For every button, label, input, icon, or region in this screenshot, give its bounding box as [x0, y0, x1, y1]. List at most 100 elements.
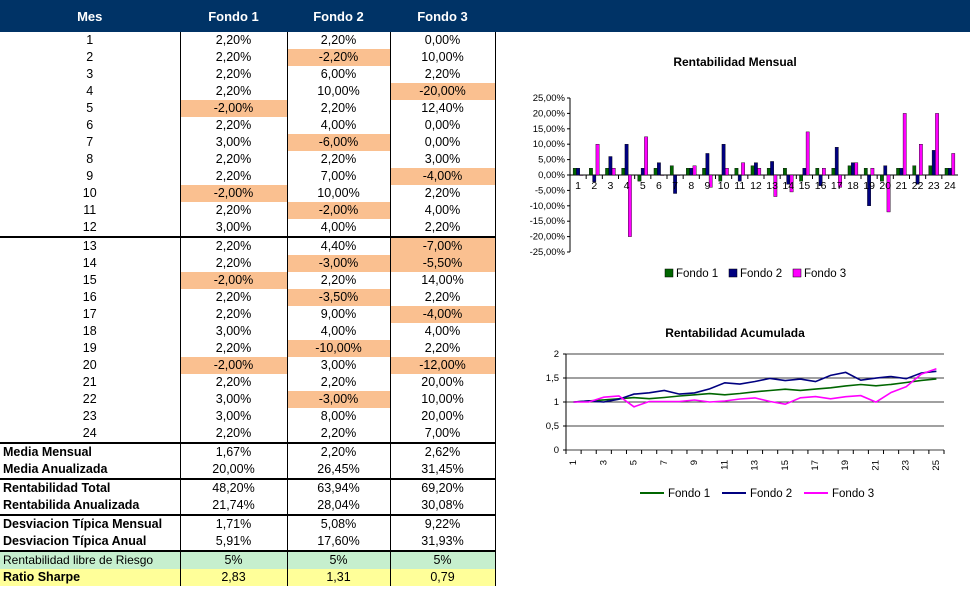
fondo2-cell[interactable]: 4,00%	[287, 117, 391, 134]
fondo1-cell[interactable]: 2,20%	[180, 66, 288, 83]
fondo2-cell[interactable]: -3,00%	[287, 255, 391, 272]
stat-cell-fondo3[interactable]: 69,20%	[390, 478, 496, 497]
fondo1-cell[interactable]: -2,00%	[180, 357, 288, 374]
fondo1-cell[interactable]: 2,20%	[180, 202, 288, 219]
fondo3-cell[interactable]: 0,00%	[390, 117, 496, 134]
fondo1-cell[interactable]: 2,20%	[180, 168, 288, 185]
month-cell[interactable]: 6	[0, 117, 181, 134]
fondo2-cell[interactable]: 2,20%	[287, 425, 391, 443]
fondo3-cell[interactable]: 20,00%	[390, 408, 496, 425]
fondo2-cell[interactable]: 7,00%	[287, 168, 391, 185]
stat-cell-fondo1[interactable]: 1,71%	[180, 514, 288, 533]
month-cell[interactable]: 12	[0, 219, 181, 237]
fondo3-cell[interactable]: 2,20%	[390, 66, 496, 83]
stat-label[interactable]: Ratio Sharpe	[0, 569, 181, 586]
fondo1-cell[interactable]: 2,20%	[180, 49, 288, 66]
stat-cell-fondo2[interactable]: 5,08%	[287, 514, 391, 533]
stat-cell-fondo3[interactable]: 2,62%	[390, 442, 496, 461]
stat-cell-fondo2[interactable]: 2,20%	[287, 442, 391, 461]
fondo2-cell[interactable]: 9,00%	[287, 306, 391, 323]
month-cell[interactable]: 10	[0, 185, 181, 202]
fondo2-cell[interactable]: -3,00%	[287, 391, 391, 408]
month-cell[interactable]: 9	[0, 168, 181, 185]
column-header-fondo1[interactable]: Fondo 1	[180, 0, 288, 32]
fondo3-cell[interactable]: 4,00%	[390, 202, 496, 219]
month-cell[interactable]: 2	[0, 49, 181, 66]
month-cell[interactable]: 8	[0, 151, 181, 168]
fondo3-cell[interactable]: -7,00%	[390, 236, 496, 255]
month-cell[interactable]: 16	[0, 289, 181, 306]
stat-cell-fondo1[interactable]: 48,20%	[180, 478, 288, 497]
fondo3-cell[interactable]: -12,00%	[390, 357, 496, 374]
fondo2-cell[interactable]: 8,00%	[287, 408, 391, 425]
stat-label[interactable]: Rentabilidad Total	[0, 478, 181, 497]
stat-cell-fondo2[interactable]: 63,94%	[287, 478, 391, 497]
column-header-fondo3[interactable]: Fondo 3	[390, 0, 496, 32]
stat-cell-fondo1[interactable]: 5,91%	[180, 533, 288, 551]
fondo2-cell[interactable]: 2,20%	[287, 272, 391, 289]
month-cell[interactable]: 13	[0, 236, 181, 255]
month-cell[interactable]: 20	[0, 357, 181, 374]
fondo2-cell[interactable]: -2,20%	[287, 49, 391, 66]
fondo1-cell[interactable]: 2,20%	[180, 117, 288, 134]
fondo3-cell[interactable]: 0,00%	[390, 134, 496, 151]
fondo2-cell[interactable]: -3,50%	[287, 289, 391, 306]
month-cell[interactable]: 1	[0, 32, 181, 49]
fondo2-cell[interactable]: 4,40%	[287, 236, 391, 255]
month-cell[interactable]: 7	[0, 134, 181, 151]
stat-label[interactable]: Rentabilida Anualizada	[0, 497, 181, 515]
fondo1-cell[interactable]: 2,20%	[180, 32, 288, 49]
fondo3-cell[interactable]: 20,00%	[390, 374, 496, 391]
stat-label[interactable]: Media Anualizada	[0, 461, 181, 479]
stat-cell-fondo1[interactable]: 20,00%	[180, 461, 288, 479]
stat-cell-fondo3[interactable]: 31,93%	[390, 533, 496, 551]
fondo3-cell[interactable]: -4,00%	[390, 306, 496, 323]
fondo3-cell[interactable]: 14,00%	[390, 272, 496, 289]
stat-cell-fondo1[interactable]: 5%	[180, 550, 288, 569]
stat-label[interactable]: Media Mensual	[0, 442, 181, 461]
fondo1-cell[interactable]: 2,20%	[180, 425, 288, 443]
fondo2-cell[interactable]: 10,00%	[287, 83, 391, 100]
month-cell[interactable]: 22	[0, 391, 181, 408]
fondo3-cell[interactable]: -20,00%	[390, 83, 496, 100]
fondo2-cell[interactable]: 6,00%	[287, 66, 391, 83]
month-cell[interactable]: 3	[0, 66, 181, 83]
fondo1-cell[interactable]: 3,00%	[180, 219, 288, 237]
stat-cell-fondo1[interactable]: 2,83	[180, 569, 288, 586]
fondo1-cell[interactable]: 3,00%	[180, 134, 288, 151]
stat-cell-fondo2[interactable]: 5%	[287, 550, 391, 569]
stat-label[interactable]: Rentabilidad libre de Riesgo	[0, 550, 181, 569]
fondo1-cell[interactable]: 2,20%	[180, 151, 288, 168]
fondo2-cell[interactable]: 2,20%	[287, 151, 391, 168]
stat-cell-fondo3[interactable]: 0,79	[390, 569, 496, 586]
month-cell[interactable]: 23	[0, 408, 181, 425]
fondo3-cell[interactable]: 3,00%	[390, 151, 496, 168]
fondo2-cell[interactable]: -2,00%	[287, 202, 391, 219]
fondo3-cell[interactable]: 7,00%	[390, 425, 496, 443]
fondo2-cell[interactable]: 2,20%	[287, 32, 391, 49]
month-cell[interactable]: 15	[0, 272, 181, 289]
fondo1-cell[interactable]: -2,00%	[180, 100, 288, 117]
stat-cell-fondo3[interactable]: 5%	[390, 550, 496, 569]
fondo3-cell[interactable]: 4,00%	[390, 323, 496, 340]
fondo1-cell[interactable]: 3,00%	[180, 391, 288, 408]
fondo1-cell[interactable]: 3,00%	[180, 408, 288, 425]
fondo3-cell[interactable]: 2,20%	[390, 185, 496, 202]
month-cell[interactable]: 14	[0, 255, 181, 272]
fondo1-cell[interactable]: 2,20%	[180, 289, 288, 306]
fondo2-cell[interactable]: 10,00%	[287, 185, 391, 202]
fondo1-cell[interactable]: 3,00%	[180, 323, 288, 340]
fondo2-cell[interactable]: 2,20%	[287, 374, 391, 391]
fondo3-cell[interactable]: -4,00%	[390, 168, 496, 185]
fondo3-cell[interactable]: 2,20%	[390, 219, 496, 237]
month-cell[interactable]: 4	[0, 83, 181, 100]
stat-label[interactable]: Desviacion Típica Anual	[0, 533, 181, 551]
fondo1-cell[interactable]: 2,20%	[180, 374, 288, 391]
fondo3-cell[interactable]: 2,20%	[390, 340, 496, 357]
fondo2-cell[interactable]: 4,00%	[287, 219, 391, 237]
fondo3-cell[interactable]: 0,00%	[390, 32, 496, 49]
fondo1-cell[interactable]: 2,20%	[180, 236, 288, 255]
month-cell[interactable]: 21	[0, 374, 181, 391]
fondo3-cell[interactable]: 10,00%	[390, 391, 496, 408]
